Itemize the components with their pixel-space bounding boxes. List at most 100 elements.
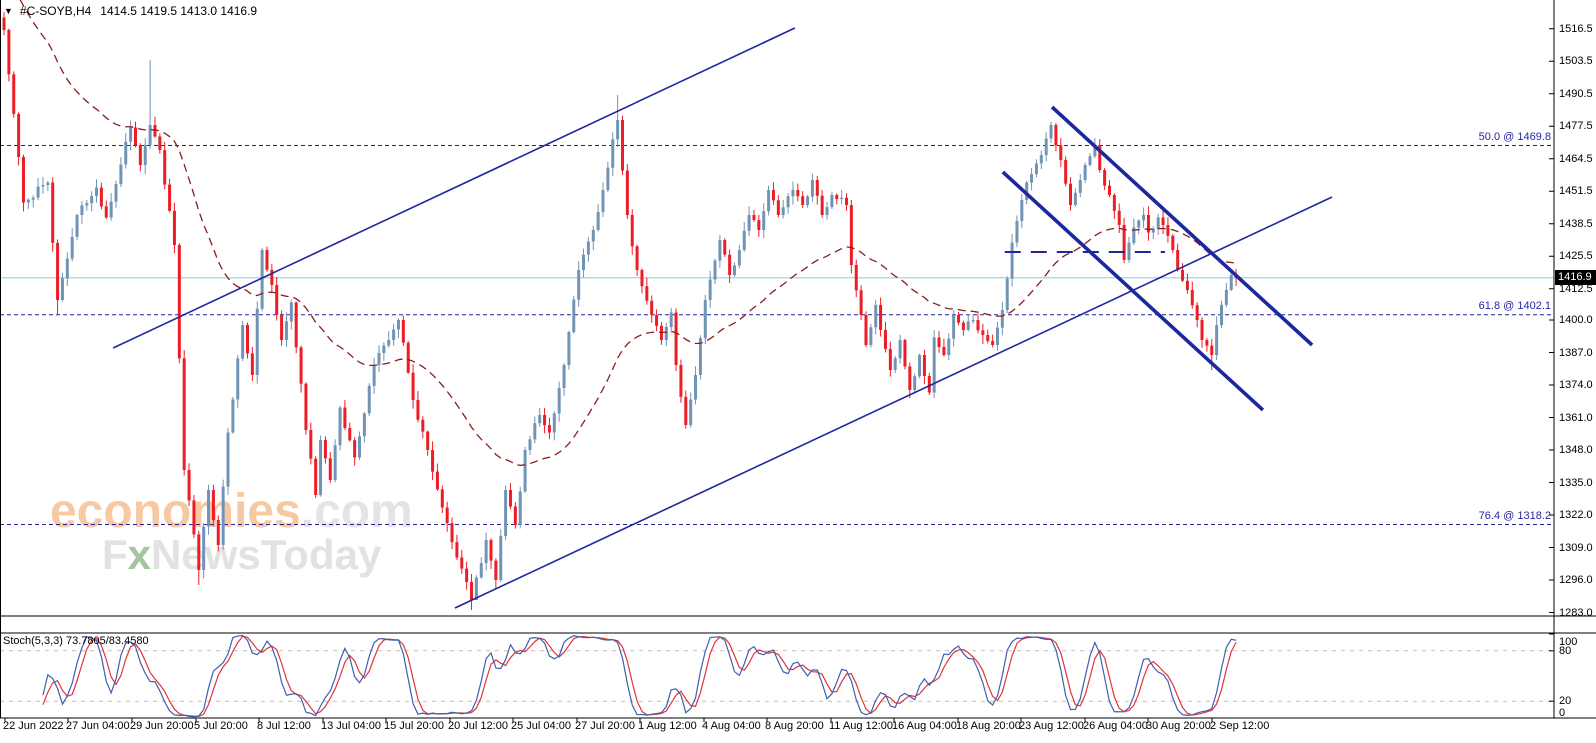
candle-up (387, 340, 391, 346)
candle-down (908, 366, 912, 390)
candle-up (129, 127, 133, 142)
candle-down (348, 428, 352, 441)
candle-down (1200, 320, 1204, 340)
candle-up (840, 197, 844, 200)
descending-channel-line[interactable] (1001, 170, 1265, 412)
moving-average-line[interactable] (4, 0, 1237, 467)
candle-up (1093, 145, 1097, 157)
candle-up (396, 320, 400, 330)
candle-up (567, 332, 571, 365)
candle-down (883, 330, 887, 349)
candle-up (231, 399, 235, 433)
fib-label-61-8[interactable]: 61.8 @ 1402.1 (1478, 299, 1551, 312)
candle-up (1030, 174, 1034, 183)
candle-up (572, 299, 576, 333)
stoch-axis-label: 100 (1559, 636, 1578, 648)
candle-up (255, 308, 259, 375)
stoch-axis-label: 80 (1559, 644, 1572, 657)
candle-down (470, 581, 474, 600)
price-axis-label: 1451.5 (1559, 185, 1593, 198)
candle-up (80, 205, 84, 215)
candle-up (372, 365, 376, 386)
candle-down (776, 200, 780, 215)
candle-down (416, 400, 420, 420)
candle-down (192, 500, 196, 535)
candle-down (1176, 250, 1180, 270)
candle-up (601, 190, 605, 212)
candle-up (694, 375, 698, 400)
candle-down (309, 430, 313, 459)
candle-up (284, 321, 288, 340)
candle-up (552, 413, 556, 433)
ascending-channel-line[interactable] (454, 196, 1333, 609)
ohlc-values: 1414.5 1419.5 1413.0 1416.9 (100, 4, 258, 18)
candle-up (825, 207, 829, 215)
price-axis-label: 1335.0 (1559, 476, 1593, 489)
candle-up (362, 413, 366, 437)
candle-up (1137, 220, 1141, 228)
candle-down (440, 489, 444, 508)
candle-down (99, 187, 103, 207)
descending-channel-line[interactable] (1050, 105, 1314, 347)
candle-up (119, 164, 123, 185)
candle-down (21, 156, 25, 203)
candle-down (450, 523, 454, 543)
candle-up (830, 195, 834, 208)
candle-up (596, 211, 600, 230)
candle-up (791, 190, 795, 197)
candle-up (528, 439, 532, 450)
candle-down (679, 365, 683, 397)
candle-up (338, 407, 342, 446)
candle-up (703, 300, 707, 339)
price-axis-label: 1400.0 (1559, 314, 1593, 326)
candle-up (358, 436, 362, 458)
candle-down (888, 348, 892, 370)
price-axis-label: 1348.0 (1559, 444, 1593, 456)
candle-down (630, 215, 634, 247)
candle-down (431, 450, 435, 472)
candle-up (669, 312, 673, 328)
candle-down (406, 342, 410, 373)
candle-up (1034, 163, 1038, 175)
candle-up (1039, 155, 1043, 164)
candle-down (723, 240, 727, 255)
candle-up (966, 321, 970, 330)
candle-down (411, 372, 415, 400)
fib-label-76-4[interactable]: 76.4 @ 1318.2 (1478, 509, 1551, 522)
candle-up (733, 265, 736, 275)
candle-down (460, 557, 464, 569)
candle-down (835, 195, 839, 200)
candle-down (508, 490, 512, 507)
candle-down (299, 347, 303, 384)
candle-down (163, 150, 167, 185)
candle-up (713, 260, 717, 280)
fib-label-50-0[interactable]: 50.0 @ 1469.8 (1478, 130, 1551, 143)
ascending-channel-line[interactable] (112, 27, 796, 349)
time-axis-label: 27 Jul 20:00 (575, 720, 635, 732)
candle-down (684, 396, 688, 425)
candle-down (153, 125, 157, 137)
candle-up (995, 327, 999, 345)
candle-down (1161, 217, 1165, 225)
candle-up (1088, 156, 1092, 165)
candle-up (664, 327, 668, 340)
candle-up (333, 445, 337, 480)
candle-down (854, 265, 858, 291)
candle-down (1185, 280, 1189, 290)
candle-down (177, 245, 181, 359)
chevron-down-icon[interactable]: ▼ (4, 6, 13, 16)
candle-up (504, 490, 508, 536)
candle-up (226, 432, 230, 487)
candle-down (435, 471, 439, 490)
candle-down (1064, 160, 1068, 184)
candle-up (689, 399, 693, 425)
candle-down (801, 196, 805, 205)
candle-up (874, 305, 878, 328)
candle-up (1215, 325, 1219, 355)
time-axis-label: 22 Jun 2022 (3, 720, 64, 732)
candle-down (757, 220, 761, 230)
candle-up (698, 338, 702, 375)
candle-up (762, 211, 766, 230)
candle-up (533, 423, 537, 440)
